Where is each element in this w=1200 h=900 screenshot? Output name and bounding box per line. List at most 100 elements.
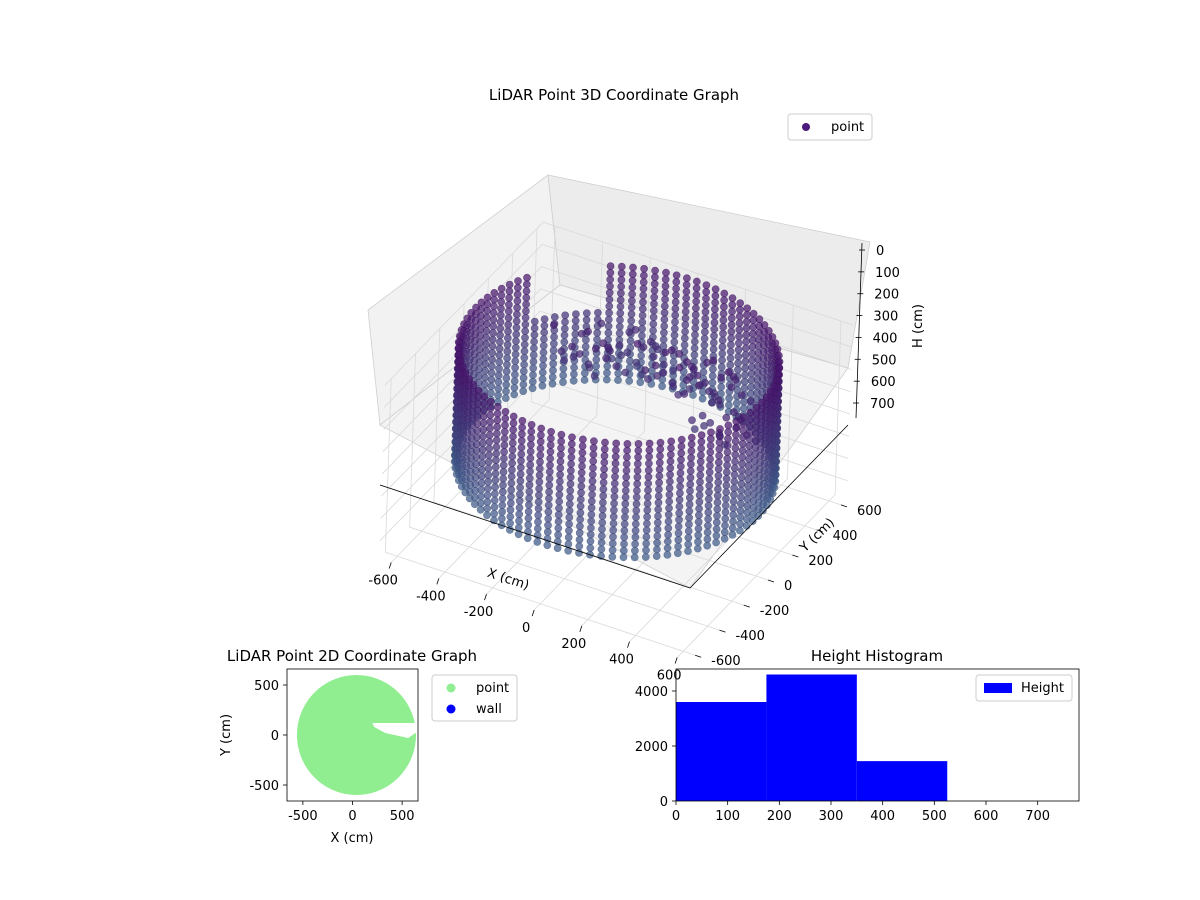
- scatter-3d-point: [554, 524, 563, 533]
- scatter-3d-point: [700, 341, 709, 350]
- scatter-3d-point: [530, 324, 539, 333]
- scatter-3d-point: [665, 504, 673, 513]
- scatter-3d-point: [581, 342, 590, 351]
- scatter-3d-point: [483, 293, 492, 302]
- scatter-3d-point: [518, 430, 526, 438]
- scatter-3d-point: [576, 515, 585, 524]
- scatter-3d-point: [611, 459, 620, 468]
- scatter-3d-point: [503, 340, 512, 349]
- scatter-3d-point: [665, 484, 674, 492]
- scatter-3d-point: [736, 526, 744, 535]
- scatter-3d-point: [643, 492, 652, 501]
- scatter-3d-point: [499, 467, 508, 476]
- scatter-3d-point: [590, 372, 599, 380]
- scatter-3d-point: [517, 443, 526, 452]
- scatter-3d-point: [738, 446, 747, 455]
- scatter-3d-point: [518, 416, 527, 425]
- scatter-3d-point: [692, 290, 701, 299]
- scatter-3d-point: [517, 436, 526, 445]
- scatter-3d-point: [656, 452, 664, 460]
- histogram-legend-box: [975, 674, 1073, 702]
- scatter-3d-point: [695, 484, 704, 493]
- scatter-3d-point: [732, 430, 740, 439]
- scatter-3d-point: [576, 502, 585, 511]
- scatter-3d-point: [641, 366, 650, 374]
- scatter-3d-point: [656, 445, 665, 454]
- scatter-3d-point: [477, 479, 486, 487]
- scatter-3d-point: [742, 317, 751, 326]
- scatter-3d-point: [565, 513, 574, 522]
- scatter-3d-point: [509, 425, 518, 434]
- scatter-3d-point: [695, 497, 704, 506]
- x-tick-3d: [579, 625, 583, 632]
- scatter-3d-point: [534, 511, 543, 520]
- scatter-3d-point: [621, 493, 630, 502]
- scatter-3d-point: [495, 358, 504, 366]
- scatter-3d-point: [706, 455, 714, 463]
- scatter-3d-point: [570, 370, 578, 378]
- scatter-3d-point: [735, 325, 744, 334]
- scatter-3d-point: [659, 368, 668, 377]
- scatter-3d-point: [749, 309, 758, 318]
- scatter-3d-point: [719, 329, 727, 338]
- scatter-3d-point: [504, 314, 513, 322]
- scatter-3d-point: [605, 295, 614, 304]
- scatter-3d-point: [602, 375, 611, 384]
- scatter-3d-point: [510, 383, 519, 392]
- scatter-3d-point: [644, 479, 653, 488]
- z-axis-label-3d: H (cm): [911, 304, 926, 348]
- scatter-3d-point: [536, 451, 545, 460]
- scatter-3d-point: [535, 491, 543, 500]
- scatter-3d-point: [587, 517, 596, 526]
- scatter-3d-point: [697, 451, 705, 460]
- scatter-3d-point: [730, 464, 739, 472]
- chart-3d: LiDAR Point 3D Coordinate Graph -600 -400…: [367, 86, 926, 684]
- histogram-bars: [676, 674, 948, 801]
- scatter-3d-point: [739, 426, 748, 435]
- scatter-3d-point: [676, 475, 685, 484]
- scatter-3d-point: [744, 481, 752, 490]
- scatter-3d-point: [703, 535, 712, 543]
- x-tick-label-2d: 500: [390, 809, 415, 824]
- scatter-3d-point: [710, 311, 719, 320]
- scatter-3d-point: [549, 366, 557, 375]
- scatter-3d-point: [609, 533, 617, 541]
- scatter-3d-point: [706, 461, 714, 470]
- scatter-3d-point: [650, 286, 659, 295]
- scatter-3d-point: [611, 466, 620, 474]
- scatter-3d-point: [540, 335, 548, 343]
- scatter-3d-point: [632, 358, 641, 367]
- scatter-3d-point: [517, 450, 526, 459]
- scatter-3d-point: [701, 301, 710, 310]
- scatter-3d-point: [643, 519, 651, 528]
- legend-2d-point-marker: [446, 683, 456, 693]
- scatter-3d-point: [736, 499, 745, 508]
- scatter-3d-point: [696, 477, 704, 486]
- scatter-3d-point: [664, 517, 673, 526]
- histogram-legend-label: Height: [1021, 681, 1064, 696]
- scatter-3d-point: [653, 538, 661, 547]
- scatter-3d-point: [504, 307, 513, 316]
- height-histogram: Height Histogram 0 100 200 300 400 500 600 7000…: [635, 647, 1080, 824]
- scatter-3d-point: [508, 439, 517, 448]
- scatter-3d-point: [693, 544, 702, 553]
- scatter-3d-point: [736, 299, 745, 307]
- scatter-3d-point: [543, 528, 552, 536]
- scatter-3d-point: [718, 356, 726, 365]
- scatter-3d-point: [686, 480, 695, 489]
- scatter-3d-point: [724, 434, 732, 443]
- scatter-3d-point: [739, 433, 747, 441]
- scatter-3d-point: [693, 371, 702, 380]
- scatter-3d-point: [660, 322, 669, 330]
- scatter-3d-point: [489, 315, 498, 324]
- scatter-3d-point: [615, 322, 624, 331]
- scatter-3d-point: [620, 526, 629, 535]
- scatter-3d-point: [535, 471, 544, 480]
- scatter-3d-point: [719, 316, 728, 325]
- scatter-3d-point: [632, 506, 641, 515]
- y-tick-label-2d: 0: [271, 729, 279, 744]
- scatter-3d-point: [615, 341, 624, 349]
- scatter-3d-point: [743, 508, 751, 517]
- scatter-3d-point: [544, 501, 553, 510]
- scatter-3d-point: [600, 465, 608, 474]
